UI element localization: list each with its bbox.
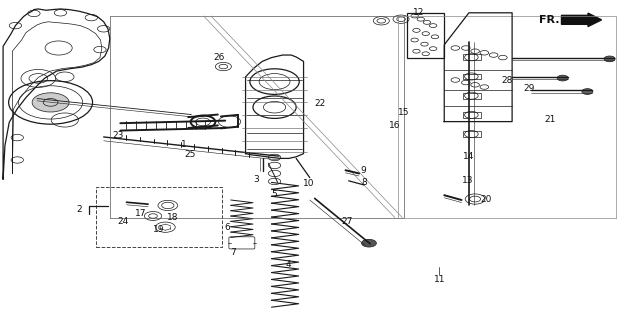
Text: 13: 13 <box>462 176 473 185</box>
Text: 29: 29 <box>524 84 535 93</box>
Text: 28: 28 <box>502 76 513 85</box>
Circle shape <box>604 56 615 62</box>
Bar <box>463 93 481 99</box>
Text: 17: 17 <box>135 209 146 218</box>
Text: 2: 2 <box>76 205 82 214</box>
FancyArrow shape <box>561 13 602 27</box>
Text: 9: 9 <box>360 166 366 175</box>
Circle shape <box>32 93 69 112</box>
Text: 26: 26 <box>213 53 225 62</box>
Text: 23: 23 <box>113 131 124 140</box>
Text: 11: 11 <box>434 275 445 284</box>
Text: 4: 4 <box>285 260 291 269</box>
Text: 12: 12 <box>413 8 424 17</box>
Circle shape <box>362 239 376 247</box>
Text: 15: 15 <box>399 108 410 117</box>
Text: 8: 8 <box>361 178 367 187</box>
Text: 6: 6 <box>224 223 230 232</box>
Text: 22: 22 <box>314 99 325 108</box>
Text: 24: 24 <box>118 217 129 226</box>
Text: 7: 7 <box>230 248 236 257</box>
Text: 20: 20 <box>481 195 492 204</box>
Text: 5: 5 <box>271 190 278 199</box>
Bar <box>463 112 481 118</box>
Text: 14: 14 <box>463 152 474 161</box>
Text: 3: 3 <box>253 175 259 184</box>
Bar <box>463 74 481 79</box>
Text: FR.: FR. <box>539 15 560 25</box>
Bar <box>463 54 481 60</box>
Text: 25: 25 <box>184 150 196 159</box>
Bar <box>463 131 481 137</box>
Text: 18: 18 <box>167 213 178 222</box>
Circle shape <box>582 89 593 94</box>
Text: 19: 19 <box>154 225 165 234</box>
Text: 16: 16 <box>389 121 400 130</box>
Text: 1: 1 <box>181 140 187 149</box>
Text: 27: 27 <box>341 217 352 226</box>
Text: 21: 21 <box>545 115 556 124</box>
Circle shape <box>557 75 568 81</box>
Text: 10: 10 <box>303 179 314 188</box>
